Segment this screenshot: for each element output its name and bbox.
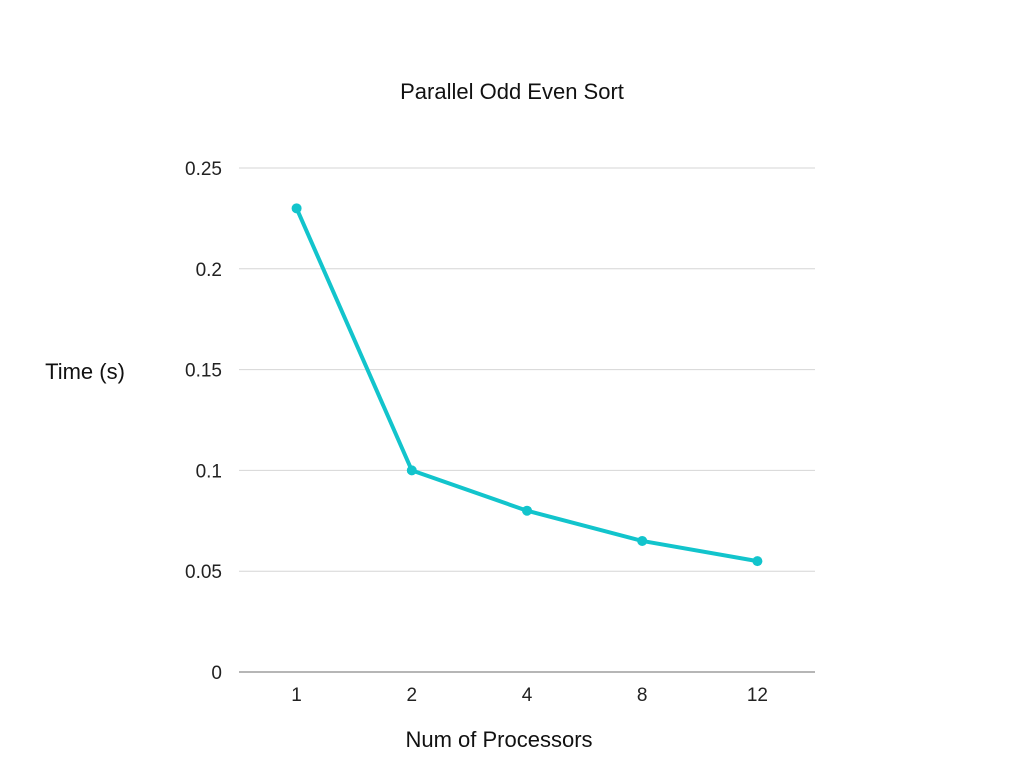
x-tick-label: 8 (637, 685, 648, 706)
y-tick-label: 0 (211, 663, 222, 684)
x-tick-label: 2 (407, 685, 418, 706)
y-axis-ticks: 0 0.05 0.1 0.15 0.2 0.25 (185, 159, 222, 684)
y-tick-label: 0.2 (196, 260, 222, 281)
y-axis-title: Time (s) (45, 359, 125, 384)
x-axis-ticks: 1 2 4 8 12 (291, 685, 768, 706)
grid-lines (239, 167, 815, 673)
y-tick-label: 0.15 (185, 361, 222, 382)
data-point-2 (406, 465, 417, 476)
x-tick-label: 1 (291, 685, 302, 706)
y-tick-label: 0.1 (196, 461, 222, 482)
data-point-12 (752, 556, 763, 567)
x-tick-label: 12 (747, 685, 768, 706)
x-axis-title: Num of Processors (405, 727, 592, 752)
chart-title: Parallel Odd Even Sort (400, 79, 624, 104)
x-tick-label: 4 (522, 685, 533, 706)
y-tick-label: 0.05 (185, 562, 222, 583)
series-layer (291, 203, 763, 567)
y-tick-label: 0.25 (185, 159, 222, 180)
data-point-4 (522, 505, 532, 516)
data-point-8 (637, 535, 648, 546)
data-point-1 (291, 203, 302, 214)
